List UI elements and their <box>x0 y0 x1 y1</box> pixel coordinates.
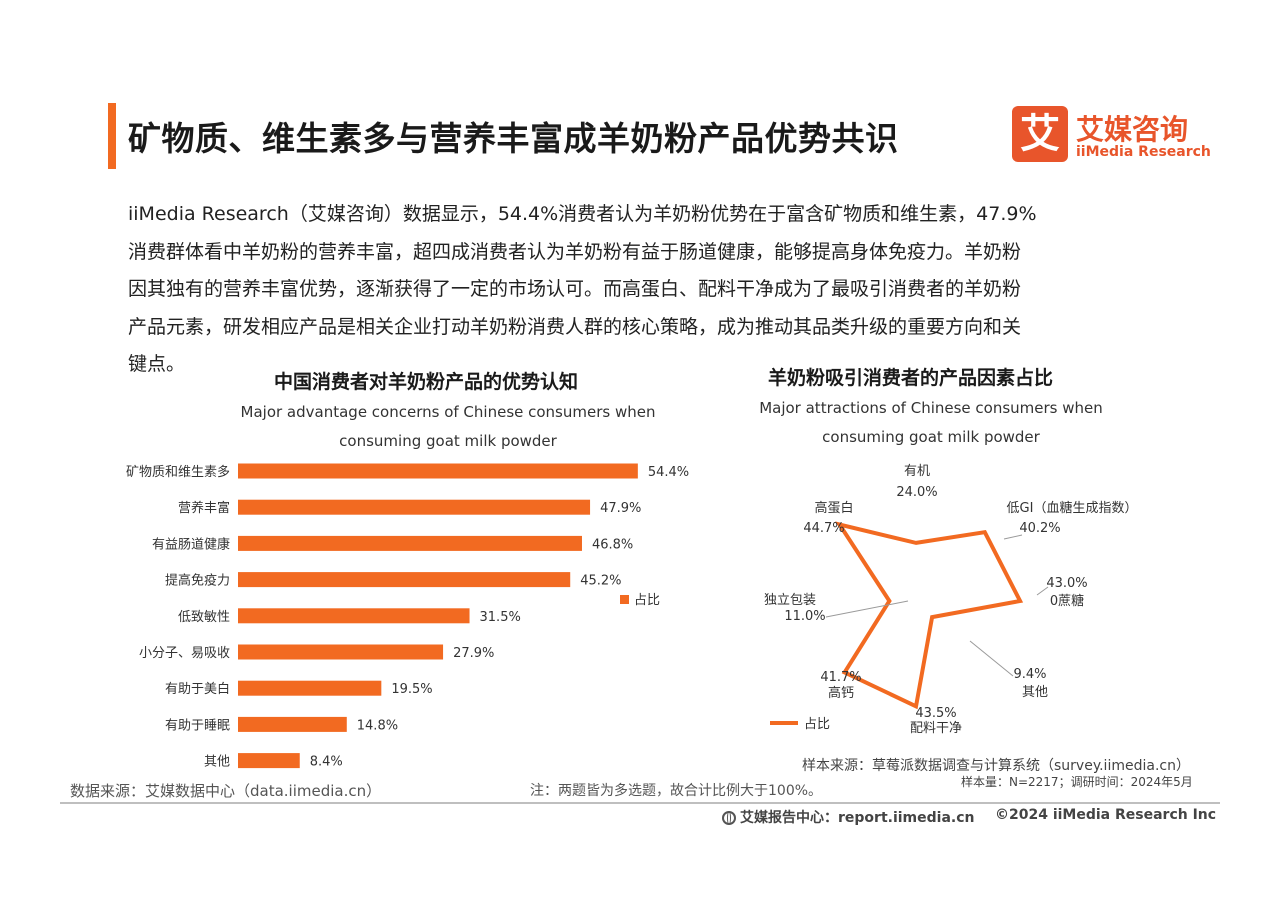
bar <box>238 463 638 479</box>
bar-value-label: 8.4% <box>310 755 343 770</box>
left-data-source: 数据来源：艾媒数据中心（data.iimedia.cn） <box>70 782 382 800</box>
bar-category-label: 其他 <box>204 755 230 770</box>
bar <box>238 535 582 551</box>
bar-category-label: 有助于睡眠 <box>165 718 230 733</box>
logo-chinese-name: 艾媒咨询 <box>1076 113 1189 146</box>
sample-info: 样本量：N=2217；调研时间：2024年5月 <box>961 775 1193 789</box>
radar-value-label: 24.0% <box>896 485 937 500</box>
legend-label: 占比 <box>634 593 660 608</box>
legend-label: 占比 <box>804 717 830 732</box>
right-sample-source: 样本来源：草莓派数据调查与计算系统（survey.iimedia.cn） <box>802 758 1190 774</box>
bar-value-label: 19.5% <box>391 682 432 697</box>
intro-line: 因其独有的营养丰富优势，逐渐获得了一定的市场认可。而高蛋白、配料干净成为了最吸引… <box>128 278 1022 300</box>
bar <box>238 499 591 515</box>
bar <box>238 753 300 769</box>
bar-value-label: 14.8% <box>357 718 398 733</box>
bar-category-label: 有益肠道健康 <box>152 536 230 552</box>
bar <box>238 716 347 732</box>
radar-leader-line <box>1003 534 1023 540</box>
bar-chart-subtitle-line: consuming goat milk powder <box>339 432 557 450</box>
logo-english-name: iiMedia Research <box>1076 144 1211 160</box>
bar-value-label: 47.9% <box>600 501 641 516</box>
intro-line: 消费群体看中羊奶粉的营养丰富，超四成消费者认为羊奶粉有益于肠道健康，能够提高身体… <box>128 240 1022 263</box>
radar-category-label: 低GI（血糖生成指数） <box>1007 500 1138 516</box>
radar-value-label: 9.4% <box>1013 667 1046 682</box>
radar-value-label: 43.0% <box>1046 576 1087 591</box>
bar <box>238 680 382 696</box>
radar-value-label: 41.7% <box>820 670 861 685</box>
bar-value-label: 54.4% <box>648 465 689 480</box>
intro-line: 键点。 <box>128 353 186 375</box>
brand-logo: 艾 艾媒咨询 iiMedia Research <box>1012 106 1211 166</box>
bar-chart-subtitle: Major advantage concerns of Chinese cons… <box>238 398 658 456</box>
bar-category-label: 有助于美白 <box>165 681 230 697</box>
radar-leader-line <box>1036 586 1049 596</box>
radar-category-label: 有机 <box>904 464 930 479</box>
radar-category-label: 高钙 <box>828 685 854 701</box>
radar-category-label: 配料干净 <box>910 721 962 736</box>
intro-line: iiMedia Research（艾媒咨询）数据显示，54.4%消费者认为羊奶粉… <box>128 203 1037 225</box>
radar-category-label: 其他 <box>1022 685 1048 700</box>
globe-icon <box>722 811 736 825</box>
intro-line: 产品元素，研发相应产品是相关企业打动羊奶粉消费人群的核心策略，成为推动其品类升级… <box>128 315 1022 338</box>
radar-value-label: 11.0% <box>784 609 825 624</box>
bar-chart-subtitle-line: Major advantage concerns of Chinese cons… <box>240 403 656 421</box>
page-title: 矿物质、维生素多与营养丰富成羊奶粉产品优势共识 <box>128 119 899 158</box>
copyright: ©2024 iiMedia Research Inc <box>995 807 1217 823</box>
bar-category-label: 低致敏性 <box>178 610 230 625</box>
bar-value-label: 45.2% <box>580 574 621 589</box>
radar-value-label: 43.5% <box>915 706 956 721</box>
radar-chart: 有机 24.0% 低GI（血糖生成指数） 40.2% 0蔗糖 43.0% 其他 9.4% 配料干… <box>764 464 1138 736</box>
report-center-label: 艾媒报告中心：report.iimedia.cn <box>740 810 975 826</box>
radar-category-label: 0蔗糖 <box>1050 593 1084 609</box>
bar <box>238 572 571 588</box>
bar <box>238 608 470 624</box>
bar-category-label: 矿物质和维生素多 <box>126 464 230 480</box>
title-accent-bar <box>108 103 116 169</box>
radar-category-label: 高蛋白 <box>814 500 853 516</box>
radar-leader-line <box>969 640 1014 677</box>
radar-category-label: 独立包装 <box>764 593 816 608</box>
footer-divider <box>60 802 1220 804</box>
radar-chart-subtitle-line: Major attractions of Chinese consumers w… <box>759 399 1103 417</box>
bar-value-label: 27.9% <box>453 646 494 661</box>
radar-chart-subtitle: Major attractions of Chinese consumers w… <box>746 394 1116 452</box>
bar-category-label: 营养丰富 <box>178 500 230 516</box>
legend-swatch <box>620 595 629 604</box>
radar-chart-title: 羊奶粉吸引消费者的产品因素占比 <box>768 367 1054 389</box>
logo-mark-icon: 艾 <box>1012 106 1068 162</box>
intro-paragraph: iiMedia Research（艾媒咨询）数据显示，54.4%消费者认为羊奶粉… <box>128 196 1168 384</box>
radar-value-label: 44.7% <box>803 521 844 536</box>
bar-category-label: 小分子、易吸收 <box>139 646 230 661</box>
radar-series-line <box>835 521 1024 710</box>
radar-value-label: 40.2% <box>1019 521 1060 536</box>
bar <box>238 644 444 660</box>
bar-chart: 矿物质和维生素多 54.4% 营养丰富 47.9% 有益肠道健康 46.8% 提高免疫力 45… <box>126 463 689 770</box>
bar-value-label: 31.5% <box>480 610 521 625</box>
bar-value-label: 46.8% <box>592 537 633 552</box>
multi-select-note: 注：两题皆为多选题，故合计比例大于100%。 <box>530 783 823 799</box>
radar-chart-subtitle-line: consuming goat milk powder <box>822 428 1040 446</box>
bar-chart-title: 中国消费者对羊奶粉产品的优势认知 <box>274 371 579 393</box>
radar-leader-line <box>825 600 909 618</box>
bar-category-label: 提高免疫力 <box>165 573 230 589</box>
report-center: 艾媒报告中心：report.iimedia.cn <box>722 807 975 827</box>
